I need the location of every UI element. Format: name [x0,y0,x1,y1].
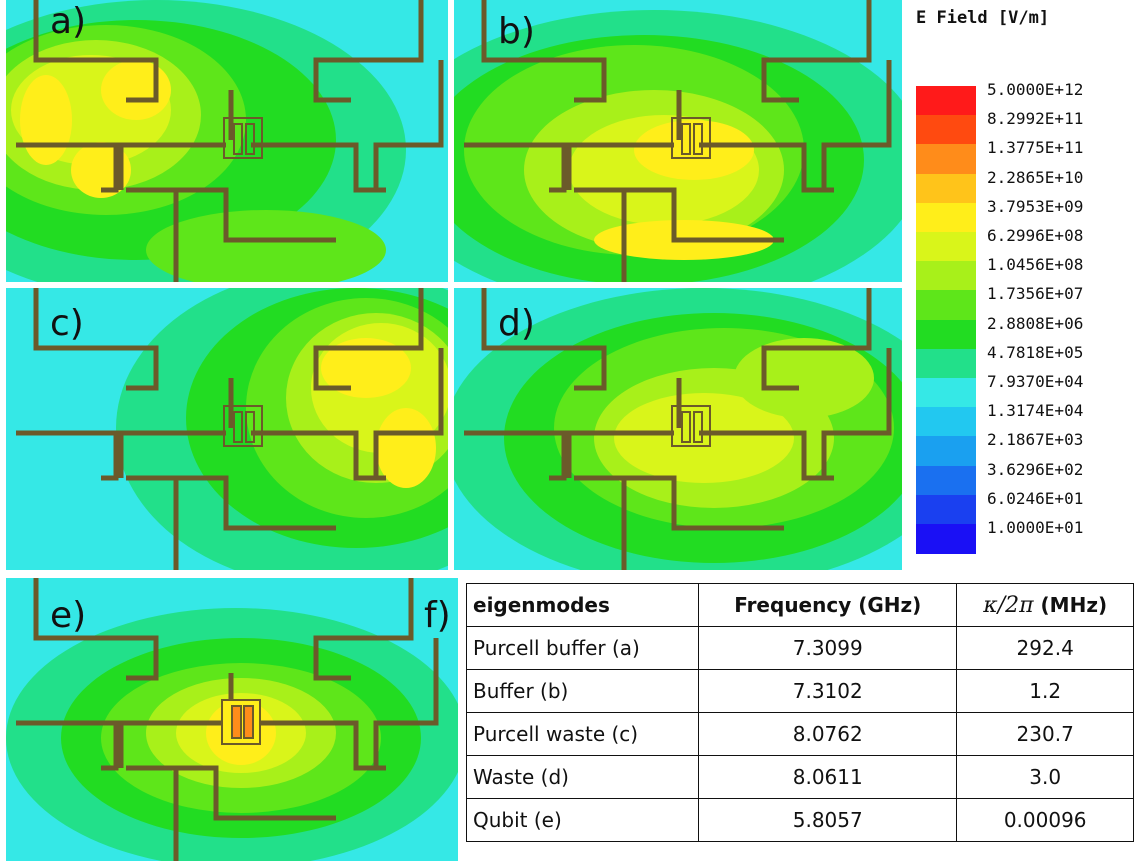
legend-value: 3.7953E+09 [987,196,1084,216]
legend-swatch [916,436,976,467]
kappa-cell: 1.2 [956,669,1134,713]
legend-value: 6.2996E+08 [987,226,1084,245]
legend-value: 2.8808E+06 [987,313,1084,333]
mode-name-cell: Buffer (b) [465,669,700,713]
table-header-row: eigenmodes Frequency (GHz) κ/2π (MHz) [465,583,1134,627]
kappa-cell: 0.00096 [956,798,1134,842]
mode-name-cell: Qubit (e) [465,798,700,842]
legend-swatch [916,524,976,555]
header-kappa: κ/2π (MHz) [956,583,1134,627]
panel-label-c: c) [50,303,84,344]
legend-title: E Field [V/m] [916,8,1050,28]
panel-label-d: d) [498,303,535,344]
frequency-cell: 7.3099 [698,626,958,670]
kappa-cell: 292.4 [956,626,1134,670]
legend-swatch [916,494,976,525]
panel-label-f: f) [424,595,451,636]
legend-swatch [916,319,976,350]
legend-value: 2.2865E+10 [987,167,1084,187]
frequency-cell: 5.8057 [698,798,958,842]
field-panel-e: e) [6,578,458,861]
legend-swatch [916,407,976,438]
legend-value: 6.0246E+01 [987,488,1084,508]
frequency-cell: 8.0762 [698,712,958,756]
legend-swatch [916,232,976,263]
legend-swatch [916,86,976,117]
field-panel-d: d) [454,288,902,570]
legend-value: 1.0000E+01 [987,518,1084,537]
legend-value: 1.3174E+04 [987,401,1084,421]
kappa-cell: 3.0 [956,755,1134,799]
header-frequency: Frequency (GHz) [698,583,958,627]
field-map-b [454,0,902,282]
field-panel-b: b) [454,0,902,282]
table-body: Purcell buffer (a) 7.3099 292.4 Buffer (b) 7… [465,626,1134,842]
table-row: Qubit (e) 5.8057 0.00096 [465,798,1134,842]
legend-value: 4.7818E+05 [987,342,1084,362]
table-row: Purcell buffer (a) 7.3099 292.4 [465,626,1134,670]
table-row: Buffer (b) 7.3102 1.2 [465,669,1134,713]
eigenmode-table: eigenmodes Frequency (GHz) κ/2π (MHz) Pu… [465,583,1134,842]
legend-value: 8.2992E+11 [987,109,1084,129]
legend-swatch [916,202,976,233]
header-eigenmodes: eigenmodes [465,583,700,627]
legend-swatch [916,378,976,409]
panel-label-e: e) [50,595,87,636]
legend-value: 7.9370E+04 [987,372,1084,391]
table-row: Purcell waste (c) 8.0762 230.7 [465,712,1134,756]
legend-swatch [916,261,976,292]
mode-name-cell: Purcell buffer (a) [465,626,700,670]
field-panel-c: c) [6,288,448,570]
kappa-unit: (MHz) [1040,592,1108,617]
field-map-d [454,288,902,570]
field-map-a [6,0,448,282]
legend-swatch [916,115,976,146]
legend-swatch [916,144,976,175]
legend-value: 1.3775E+11 [987,138,1084,158]
field-map-c [6,288,448,570]
frequency-cell: 7.3102 [698,669,958,713]
legend-value: 1.0456E+08 [987,255,1084,275]
mode-name-cell: Waste (d) [465,755,700,799]
legend-value: 1.7356E+07 [987,284,1084,304]
frequency-cell: 8.0611 [698,755,958,799]
legend-value: 5.0000E+12 [987,80,1084,99]
legend-value: 3.6296E+02 [987,459,1084,479]
legend-swatch [916,348,976,379]
table-row: Waste (d) 8.0611 3.0 [465,755,1134,799]
field-map-e [6,578,458,861]
legend-swatch [916,465,976,496]
legend-value: 2.1867E+03 [987,430,1084,450]
legend-swatch [916,173,976,204]
kappa-symbol: κ/2π [983,592,1034,618]
panel-label-b: b) [498,11,535,52]
mode-name-cell: Purcell waste (c) [465,712,700,756]
panel-label-a: a) [50,1,87,42]
kappa-cell: 230.7 [956,712,1134,756]
field-panel-a: a) [6,0,448,282]
legend-swatch [916,290,976,321]
